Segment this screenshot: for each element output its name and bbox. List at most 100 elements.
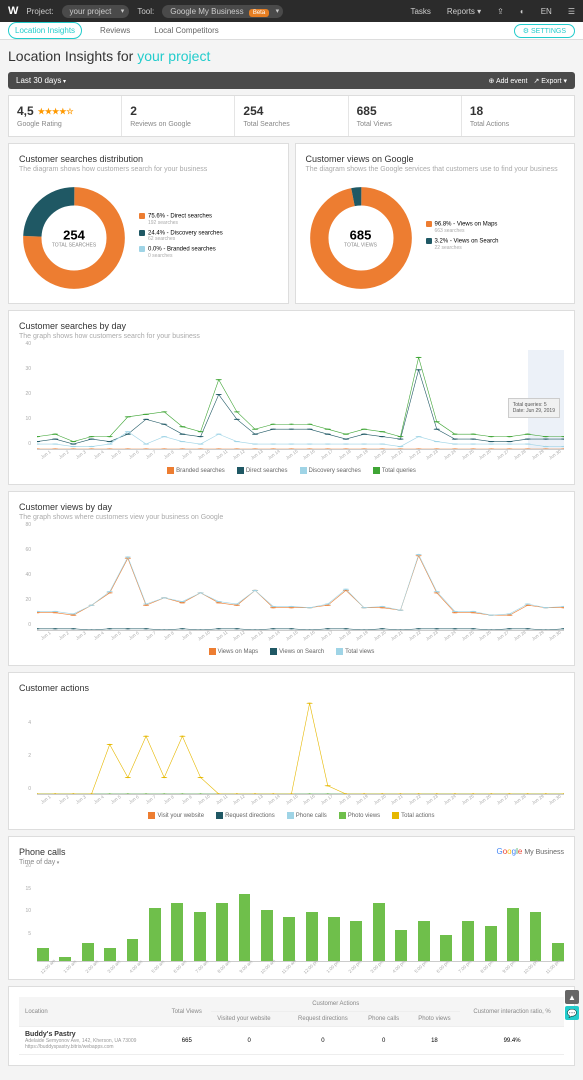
tool-label: Tool:: [137, 7, 154, 16]
tab-location-insights[interactable]: Location Insights: [8, 22, 82, 39]
legend-item: 24.4% - Discovery searches62 searches: [139, 230, 223, 243]
scroll-top-button[interactable]: ▲: [565, 990, 579, 1004]
cell-directions: 0: [287, 1027, 359, 1055]
legend-item[interactable]: Total actions: [392, 812, 434, 819]
legend-item[interactable]: Total views: [336, 648, 374, 655]
card-views-google: Customer views on Google The diagram sho…: [295, 143, 576, 304]
rating-stars: ★★★★☆: [38, 107, 74, 116]
kpi-label: Google Rating: [17, 121, 113, 128]
card-phone-calls: GoogleMy Business Phone calls Time of da…: [8, 836, 575, 980]
th-location: Location: [19, 997, 162, 1027]
legend-item[interactable]: Direct searches: [237, 467, 288, 474]
legend-item[interactable]: Discovery searches: [300, 467, 361, 474]
bar: [350, 921, 362, 961]
topbar: W Project: your project Tool: Google My …: [0, 0, 583, 22]
tasks-link[interactable]: Tasks: [410, 7, 430, 16]
donut-legend: 96.8% - Views on Maps663 searches 3.2% - …: [426, 221, 499, 254]
kpi-value: 685: [357, 104, 453, 118]
table-row[interactable]: Buddy's Pastry Adelaide Semyonov Ave, 14…: [19, 1027, 564, 1055]
bar: [171, 903, 183, 961]
legend-item[interactable]: Request directions: [216, 812, 275, 819]
card-subtitle: The graph shows how customers search for…: [19, 333, 564, 340]
bar: [104, 948, 116, 961]
legend-item: 96.8% - Views on Maps663 searches: [426, 221, 499, 234]
bar: [82, 943, 94, 961]
bar: [418, 921, 430, 961]
th-views: Total Views: [162, 997, 211, 1027]
project-label: Project:: [26, 7, 53, 16]
legend-item[interactable]: Views on Maps: [209, 648, 259, 655]
project-selector[interactable]: your project: [62, 5, 130, 18]
google-my-business-logo: GoogleMy Business: [496, 847, 564, 856]
legend-item[interactable]: Branded searches: [167, 467, 225, 474]
tool-name: Google My Business: [170, 7, 243, 16]
chat-button[interactable]: 💬: [565, 1006, 579, 1020]
bar: [239, 894, 251, 961]
bar: [485, 926, 497, 962]
bar: [283, 917, 295, 962]
share-icon[interactable]: ⇪: [497, 7, 504, 16]
donut-chart-searches: 254 TOTAL SEARCHES: [19, 183, 129, 293]
card-searches-distribution: Customer searches distribution The diagr…: [8, 143, 289, 304]
cell-website: 0: [211, 1027, 287, 1055]
kpi-card: 4,5★★★★☆Google Rating: [9, 96, 121, 136]
th-photo: Photo views: [409, 1012, 461, 1027]
tab-reviews[interactable]: Reviews: [94, 23, 136, 38]
chart-tooltip: Total queries: 5Date: Jun 29, 2019: [508, 398, 560, 418]
cell-photo: 18: [409, 1027, 461, 1055]
subnav: Location Insights Reviews Local Competitor…: [0, 22, 583, 40]
cell-views: 665: [162, 1027, 211, 1055]
menu-icon[interactable]: ☰: [568, 7, 575, 16]
add-event-button[interactable]: ⊕ Add event: [489, 77, 528, 85]
time-of-day-selector[interactable]: Time of day: [19, 859, 564, 866]
bar: [530, 912, 542, 961]
line-chart-views: 020406080: [19, 531, 564, 631]
bar: [507, 908, 519, 961]
bar: [306, 912, 318, 961]
legend-item[interactable]: Photo views: [339, 812, 380, 819]
export-button[interactable]: ↗ Export ▾: [534, 77, 568, 85]
kpi-card: 18Total Actions: [462, 96, 574, 136]
legend-item: 0.0% - Branded searches0 searches: [139, 246, 223, 259]
kpi-value: 2: [130, 104, 226, 118]
legend-item[interactable]: Views on Search: [270, 648, 324, 655]
card-title: Customer actions: [19, 683, 564, 693]
kpi-card: 254Total Searches: [235, 96, 347, 136]
legend-item[interactable]: Visit your website: [148, 812, 204, 819]
th-calls: Phone calls: [359, 1012, 409, 1027]
cell-ratio: 99.4%: [460, 1027, 564, 1055]
bar: [462, 921, 474, 961]
donut-value: 254: [52, 228, 96, 243]
card-title: Customer searches by day: [19, 321, 564, 331]
card-subtitle: The graph shows where customers view you…: [19, 514, 564, 521]
legend-item: 3.2% - Views on Search22 searches: [426, 238, 499, 251]
card-title: Phone calls: [19, 847, 564, 857]
legend-item[interactable]: Phone calls: [287, 812, 327, 819]
bar: [328, 917, 340, 962]
logo: W: [8, 5, 18, 17]
location-table: Location Total Views Customer Actions Cu…: [19, 997, 564, 1055]
bar: [261, 910, 273, 961]
tab-local-competitors[interactable]: Local Competitors: [148, 23, 224, 38]
tool-selector[interactable]: Google My Business Beta: [162, 5, 283, 18]
th-ratio: Customer interaction ratio, %: [460, 997, 564, 1027]
floating-buttons: ▲ 💬: [565, 990, 579, 1020]
bar: [37, 948, 49, 961]
date-range-selector[interactable]: Last 30 days: [16, 76, 66, 85]
card-title: Customer views by day: [19, 502, 564, 512]
legend-item[interactable]: Total queries: [373, 467, 416, 474]
kpi-card: 685Total Views: [349, 96, 461, 136]
location-name: Buddy's Pastry: [25, 1031, 156, 1038]
reports-link[interactable]: Reports ▾: [447, 7, 481, 16]
kpi-label: Reviews on Google: [130, 121, 226, 128]
language-selector[interactable]: EN: [541, 7, 552, 16]
th-website: Visited your website: [211, 1012, 287, 1027]
bar: [216, 903, 228, 961]
kpi-value: 254: [243, 104, 339, 118]
card-location-table: Location Total Views Customer Actions Cu…: [8, 986, 575, 1066]
settings-button[interactable]: ⚙ SETTINGS: [514, 24, 575, 38]
legend-item: 75.6% - Direct searches192 searches: [139, 213, 223, 226]
kpi-label: Total Actions: [470, 121, 566, 128]
help-icon[interactable]: ◐: [520, 7, 525, 16]
card-title: Customer views on Google: [306, 154, 565, 164]
